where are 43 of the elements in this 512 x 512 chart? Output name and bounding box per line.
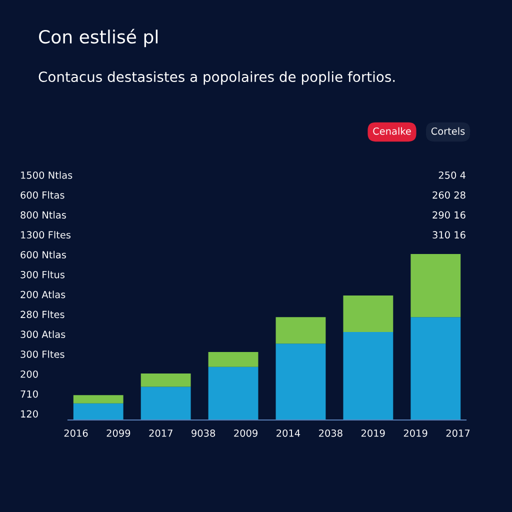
text: 2038 [319, 429, 342, 437]
text: 200 [20, 370, 38, 378]
text: 600 Ntlas [20, 250, 66, 258]
bar [140, 386, 191, 420]
bar [208, 352, 258, 367]
bar [410, 317, 461, 420]
text: 260 28 [432, 191, 466, 199]
text: 280 Fltes [20, 310, 64, 318]
bar [276, 317, 326, 344]
bar [208, 366, 258, 420]
chart-title: Con estlisé pl [39, 28, 158, 48]
text: 2019 [404, 429, 428, 437]
bar [140, 374, 191, 387]
text: 1300 Fltes [21, 230, 71, 239]
text: 300 Atlas [20, 330, 66, 338]
text: 290 16 [432, 211, 466, 219]
text: 9038 [192, 429, 216, 437]
text: 710 [20, 390, 38, 398]
text: 2019 [361, 429, 385, 437]
text: 2016 [64, 429, 88, 437]
text: 250 4 [438, 171, 466, 179]
text: 120 [21, 410, 38, 418]
bar [73, 403, 124, 420]
text: 600 Fltas [20, 191, 64, 199]
text: 300 Fltes [20, 350, 64, 358]
text: Cenalke [373, 127, 411, 135]
text: 310 16 [432, 231, 466, 239]
text: Cortels [431, 127, 465, 135]
text: 200 Atlas [20, 290, 66, 298]
bar [343, 332, 394, 420]
bar [410, 254, 461, 318]
chart-subtitle: Contacus destasistes a popolaires de poplie fortios. [38, 71, 395, 85]
bar [73, 395, 124, 404]
text: 2099 [106, 429, 130, 437]
text: 2009 [234, 429, 258, 437]
text: 1500 Ntlas [21, 171, 72, 179]
text: 2014 [276, 429, 300, 437]
bar [343, 296, 394, 332]
text: 2017 [149, 429, 172, 437]
text: 300 Fltus [20, 270, 65, 278]
text: 800 Ntlas [20, 211, 66, 219]
text: 2017 [446, 429, 470, 437]
bar [276, 344, 326, 420]
